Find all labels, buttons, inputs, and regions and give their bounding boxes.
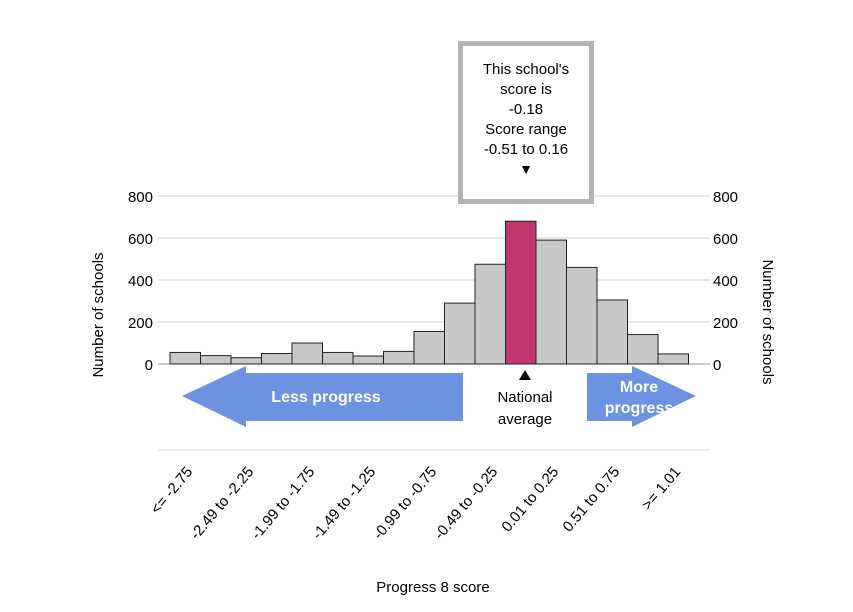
x-tick-label: -2.49 to -2.25 — [187, 464, 257, 543]
y-tick-label-right: 600 — [713, 231, 738, 248]
y-axis-label-right: Number of schools — [759, 259, 776, 384]
bar — [474, 263, 506, 365]
bar — [413, 330, 445, 365]
y-tick-label-right: 400 — [713, 273, 738, 290]
bar — [169, 351, 201, 365]
bar — [230, 357, 262, 365]
x-tick-labels: <= -2.75-2.49 to -2.25-1.99 to -1.75-1.4… — [147, 464, 684, 543]
national-average-marker — [519, 370, 531, 380]
x-tick-label: 0.51 to 0.75 — [559, 464, 623, 536]
x-tick-label: >= 1.01 — [639, 464, 685, 514]
bar — [566, 266, 598, 365]
callout-score: -0.18 — [508, 101, 544, 118]
y-tick-label-right: 200 — [713, 315, 738, 332]
callout-line1: This school's — [482, 61, 570, 78]
y-tick-label-left: 400 — [128, 273, 153, 290]
less-progress-arrow — [182, 366, 463, 427]
x-tick-label: -0.49 to -0.25 — [431, 464, 501, 543]
bar — [657, 353, 689, 365]
x-tick-label: -0.99 to -0.75 — [370, 464, 440, 543]
x-tick-label: -1.49 to -1.25 — [309, 464, 379, 543]
bar — [383, 350, 415, 365]
bars — [169, 220, 689, 365]
y-tick-label-left: 800 — [128, 189, 153, 206]
more-progress-label-line1: More — [620, 379, 658, 396]
y-tick-label-left: 200 — [128, 315, 153, 332]
x-tick-label: -1.99 to -1.75 — [248, 464, 318, 543]
callout-line2: score is — [500, 81, 552, 98]
national-average-label-line1: National — [497, 389, 552, 406]
bar — [200, 355, 232, 365]
bar-highlighted — [505, 220, 537, 365]
bar — [444, 302, 476, 365]
more-progress-arrow — [587, 366, 696, 427]
less-progress-label: Less progress — [271, 389, 380, 406]
y-axis-label-left: Number of schools — [90, 252, 107, 377]
bar — [322, 351, 354, 365]
bar — [535, 239, 567, 365]
more-progress-label-line2: progress — [605, 400, 674, 417]
bar — [627, 334, 659, 365]
y-tick-label-right: 800 — [713, 189, 738, 206]
school-score-callout: This school's score is -0.18 Score range… — [458, 41, 594, 204]
y-tick-label-right: 0 — [713, 357, 721, 374]
callout-line3: Score range — [485, 121, 567, 138]
down-triangle-icon: ▼ — [519, 161, 533, 177]
y-tick-label-left: 600 — [128, 231, 153, 248]
bar — [352, 355, 384, 365]
callout-range: -0.51 to 0.16 — [483, 141, 569, 158]
bar — [291, 342, 323, 365]
x-tick-label: <= -2.75 — [147, 464, 196, 518]
bar — [596, 299, 628, 365]
x-axis-label: Progress 8 score — [376, 579, 489, 596]
bar — [261, 353, 293, 365]
national-average-label-line2: average — [498, 411, 552, 428]
x-tick-label: 0.01 to 0.25 — [498, 464, 562, 536]
y-tick-label-left: 0 — [145, 357, 153, 374]
y-tick-labels: 0 0 200 200 400 400 600 600 800 800 — [128, 189, 738, 374]
